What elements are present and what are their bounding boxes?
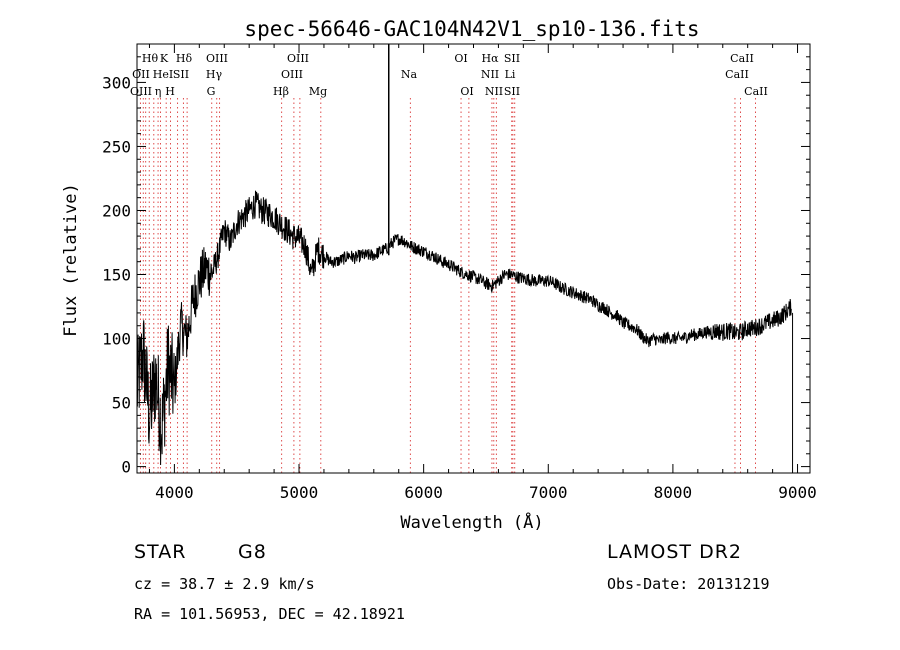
y-tick-label: 250 [102,137,131,156]
spectral-line-label: NII [481,68,499,81]
x-tick-label: 9000 [778,483,817,502]
spectral-line-label: OIII [206,52,228,65]
spectral-line-label: Hγ [206,68,223,81]
spectral-line-label: CaII [725,68,749,81]
object-subclass: G8 [238,541,267,563]
spectral-line-label: Hθ [142,52,159,65]
spectral-line-label: OI [460,85,473,98]
x-axis-label: Wavelength (Å) [400,511,543,533]
spectral-line-label: Hα [481,52,499,65]
y-tick-label: 100 [102,330,131,349]
spectral-line-label: G [207,85,216,98]
spectral-line-label: SII [504,52,520,65]
y-tick-label: 150 [102,266,131,285]
chart-title: spec-56646-GAC104N42V1_sp10-136.fits [244,17,699,41]
spectral-line-label: η [155,85,162,98]
spectral-line-label: K [160,52,169,65]
spectral-line-label: Li [505,68,516,81]
spectral-line-label: Na [401,68,418,81]
spectral-line-label: SII [504,85,520,98]
x-tick-label: 7000 [529,483,568,502]
redshift-velocity: cz = 38.7 ± 2.9 km/s [134,575,315,593]
spectrum-flux-line [136,190,792,466]
spectral-line-label: Hδ [176,52,193,65]
spectral-line-label: OIII [287,52,309,65]
series-layer [136,44,794,473]
x-tick-label: 6000 [404,483,443,502]
spectral-line-label: NII [485,85,503,98]
spectral-line-label: H [165,85,175,98]
y-tick-label: 200 [102,201,131,220]
spectral-line-label: Mg [309,85,327,98]
y-tick-label: 0 [121,458,131,477]
survey-name: LAMOST DR2 [607,541,742,563]
spectral-line-label: CaII [744,85,768,98]
y-tick-label: 300 [102,73,131,92]
observation-date: Obs-Date: 20131219 [607,575,770,593]
spectral-line-label: Hβ [273,85,289,98]
spectral-line-label: OIII [130,85,152,98]
line-marker-ticks [139,98,756,473]
spectral-line-label: HeI [153,68,173,81]
plot-frame [136,43,811,474]
sky-coordinates: RA = 101.56953, DEC = 42.18921 [134,605,405,623]
spectral-line-label: OIII [281,68,303,81]
x-tick-label: 8000 [654,483,693,502]
axis-ticks: 4000 5000 6000 7000 8000 9000 0 50 100 150 200 250 3… [102,44,817,502]
y-tick-label: 50 [112,394,131,413]
spectral-line-label: SII [173,68,189,81]
spectral-line-label: OI [454,52,467,65]
y-axis-label: Flux (relative) [61,183,81,337]
spectral-line-label: CaII [730,52,754,65]
object-class: STAR [134,541,187,563]
x-tick-label: 5000 [280,483,319,502]
x-tick-label: 4000 [155,483,194,502]
